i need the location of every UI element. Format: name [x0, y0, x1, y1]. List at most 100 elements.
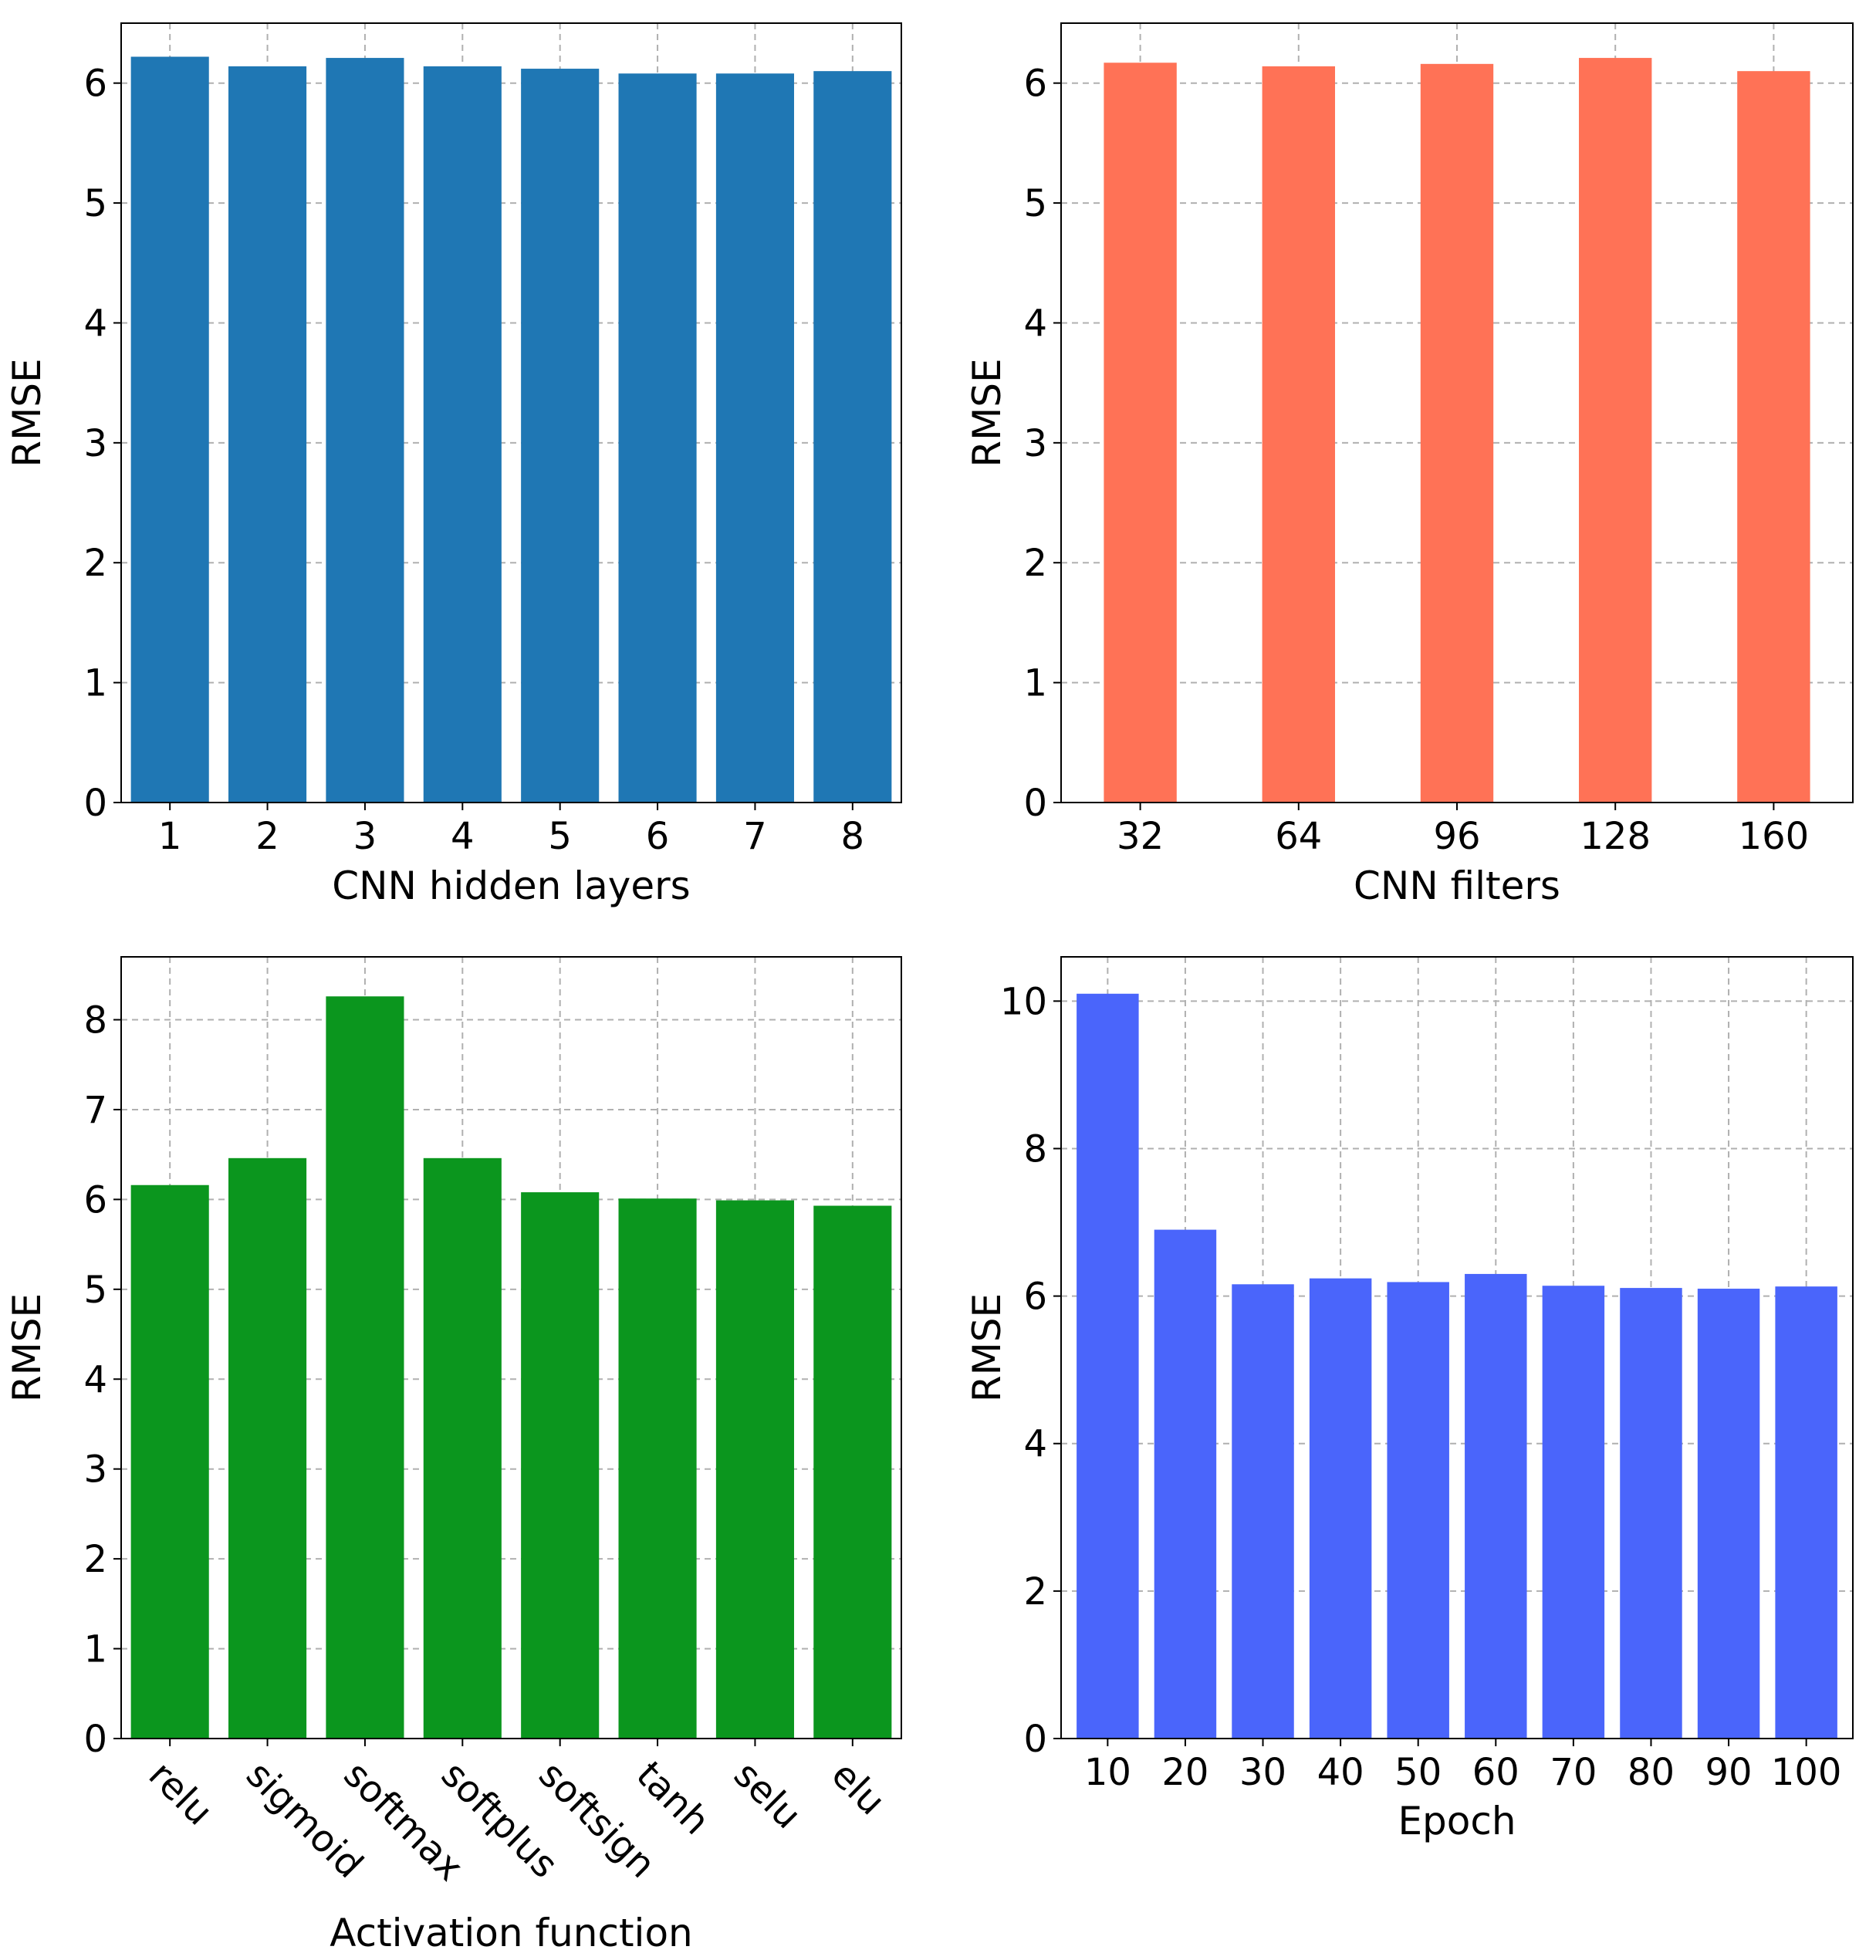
y-tick-label: 1: [1023, 662, 1047, 705]
bar: [1620, 1288, 1682, 1739]
bar: [1420, 63, 1494, 803]
y-tick-label: 3: [83, 422, 107, 465]
x-tick-label: 100: [1771, 1751, 1842, 1794]
bar: [521, 1192, 600, 1739]
y-tick-label: 2: [1023, 542, 1047, 585]
y-tick-label: 4: [83, 302, 107, 345]
bar: [228, 66, 307, 803]
bar: [1775, 1286, 1837, 1739]
y-tick-label: 2: [83, 1538, 107, 1581]
bar: [423, 66, 502, 803]
bar: [715, 1200, 794, 1739]
x-axis-label: CNN hidden layers: [332, 863, 691, 908]
bar: [228, 1157, 307, 1739]
x-tick-label: 160: [1739, 815, 1810, 858]
x-tick-label: relu: [140, 1753, 221, 1834]
x-tick-label: 4: [451, 815, 475, 858]
y-tick-label: 7: [83, 1089, 107, 1132]
x-tick-label: 128: [1580, 815, 1651, 858]
bar: [1232, 1284, 1294, 1739]
y-tick-label: 5: [83, 1269, 107, 1312]
y-axis-label: RMSE: [5, 358, 49, 467]
bar: [813, 1205, 892, 1739]
bar: [423, 1157, 502, 1739]
y-tick-label: 1: [83, 1628, 107, 1671]
x-tick-label: selu: [725, 1753, 810, 1837]
x-tick-label: 10: [1084, 1751, 1131, 1794]
bar: [618, 1198, 697, 1739]
x-tick-label: 7: [743, 815, 767, 858]
y-tick-label: 6: [1023, 1276, 1047, 1319]
y-tick-label: 4: [83, 1358, 107, 1401]
x-tick-label: 50: [1394, 1751, 1442, 1794]
x-tick-label: 30: [1239, 1751, 1286, 1794]
chart-panel-epoch: 0 2 4 6 8 10 10 20 30 40 50 60 70 80 90 100 Epoch RMSE: [965, 956, 1854, 1843]
bar: [1104, 63, 1177, 803]
bar: [1262, 66, 1335, 803]
x-axis-label: CNN filters: [1354, 863, 1560, 908]
x-tick-label: 5: [548, 815, 572, 858]
x-tick-label: 1: [158, 815, 182, 858]
x-tick-label: 6: [646, 815, 670, 858]
bar: [1579, 58, 1652, 803]
bar: [521, 69, 600, 803]
x-tick-label: 20: [1161, 1751, 1208, 1794]
x-tick-label: 2: [255, 815, 279, 858]
y-tick-label: 6: [83, 1178, 107, 1222]
bar: [618, 73, 697, 803]
y-axis-label: RMSE: [965, 1293, 1009, 1402]
bar: [130, 1184, 209, 1739]
y-tick-label: 0: [83, 782, 107, 825]
bar: [1697, 1289, 1760, 1739]
plot-frame: [1060, 22, 1854, 803]
bar: [1542, 1286, 1605, 1739]
y-tick-label: 0: [1023, 782, 1047, 825]
bar: [813, 71, 892, 803]
x-tick-label: 3: [353, 815, 377, 858]
bar: [1309, 1278, 1372, 1739]
y-tick-label: 4: [1023, 1423, 1047, 1466]
x-tick-label: 32: [1117, 815, 1164, 858]
y-axis-label: RMSE: [5, 1293, 49, 1402]
chart-panel-filters: 0 1 2 3 4 5 6 32 64 96 128 160 CNN filters RMSE: [965, 22, 1854, 908]
chart-panel-hidden-layers: 0 1 2 3 4 5 6 1 2 3 4 5 6 7 8 CNN hidden layers RMSE: [5, 22, 902, 908]
y-tick-label: 2: [83, 542, 107, 585]
bar: [326, 996, 404, 1739]
x-tick-label: tanh: [628, 1753, 718, 1843]
x-tick-label: 8: [841, 815, 865, 858]
bar: [1465, 1273, 1527, 1739]
bar: [715, 73, 794, 803]
y-axis-label: RMSE: [965, 358, 1009, 467]
bar: [326, 58, 404, 803]
x-tick-label: 60: [1472, 1751, 1519, 1794]
y-tick-label: 2: [1023, 1570, 1047, 1614]
y-tick-label: 3: [83, 1448, 107, 1492]
bar: [1077, 993, 1139, 1739]
x-axis-label: Epoch: [1398, 1799, 1516, 1843]
x-tick-label: 40: [1317, 1751, 1364, 1794]
y-tick-label: 5: [83, 182, 107, 225]
y-tick-label: 3: [1023, 422, 1047, 465]
x-tick-label: 70: [1550, 1751, 1597, 1794]
plot-frame: [120, 22, 902, 803]
bar: [130, 56, 209, 803]
y-tick-label: 4: [1023, 302, 1047, 345]
y-tick-label: 6: [83, 63, 107, 106]
y-tick-label: 8: [1023, 1127, 1047, 1171]
bar: [1154, 1229, 1217, 1739]
y-tick-label: 0: [83, 1718, 107, 1761]
x-axis-label: Activation function: [330, 1911, 692, 1955]
x-tick-label: 96: [1433, 815, 1480, 858]
y-tick-label: 0: [1023, 1718, 1047, 1761]
y-tick-label: 8: [83, 999, 107, 1043]
x-tick-label: 80: [1628, 1751, 1675, 1794]
plot-frame: [1060, 956, 1854, 1739]
y-tick-label: 10: [1000, 980, 1047, 1023]
bar: [1737, 71, 1810, 803]
y-tick-label: 5: [1023, 182, 1047, 225]
x-tick-label: 64: [1275, 815, 1322, 858]
bar: [1387, 1282, 1449, 1739]
y-tick-label: 6: [1023, 63, 1047, 106]
